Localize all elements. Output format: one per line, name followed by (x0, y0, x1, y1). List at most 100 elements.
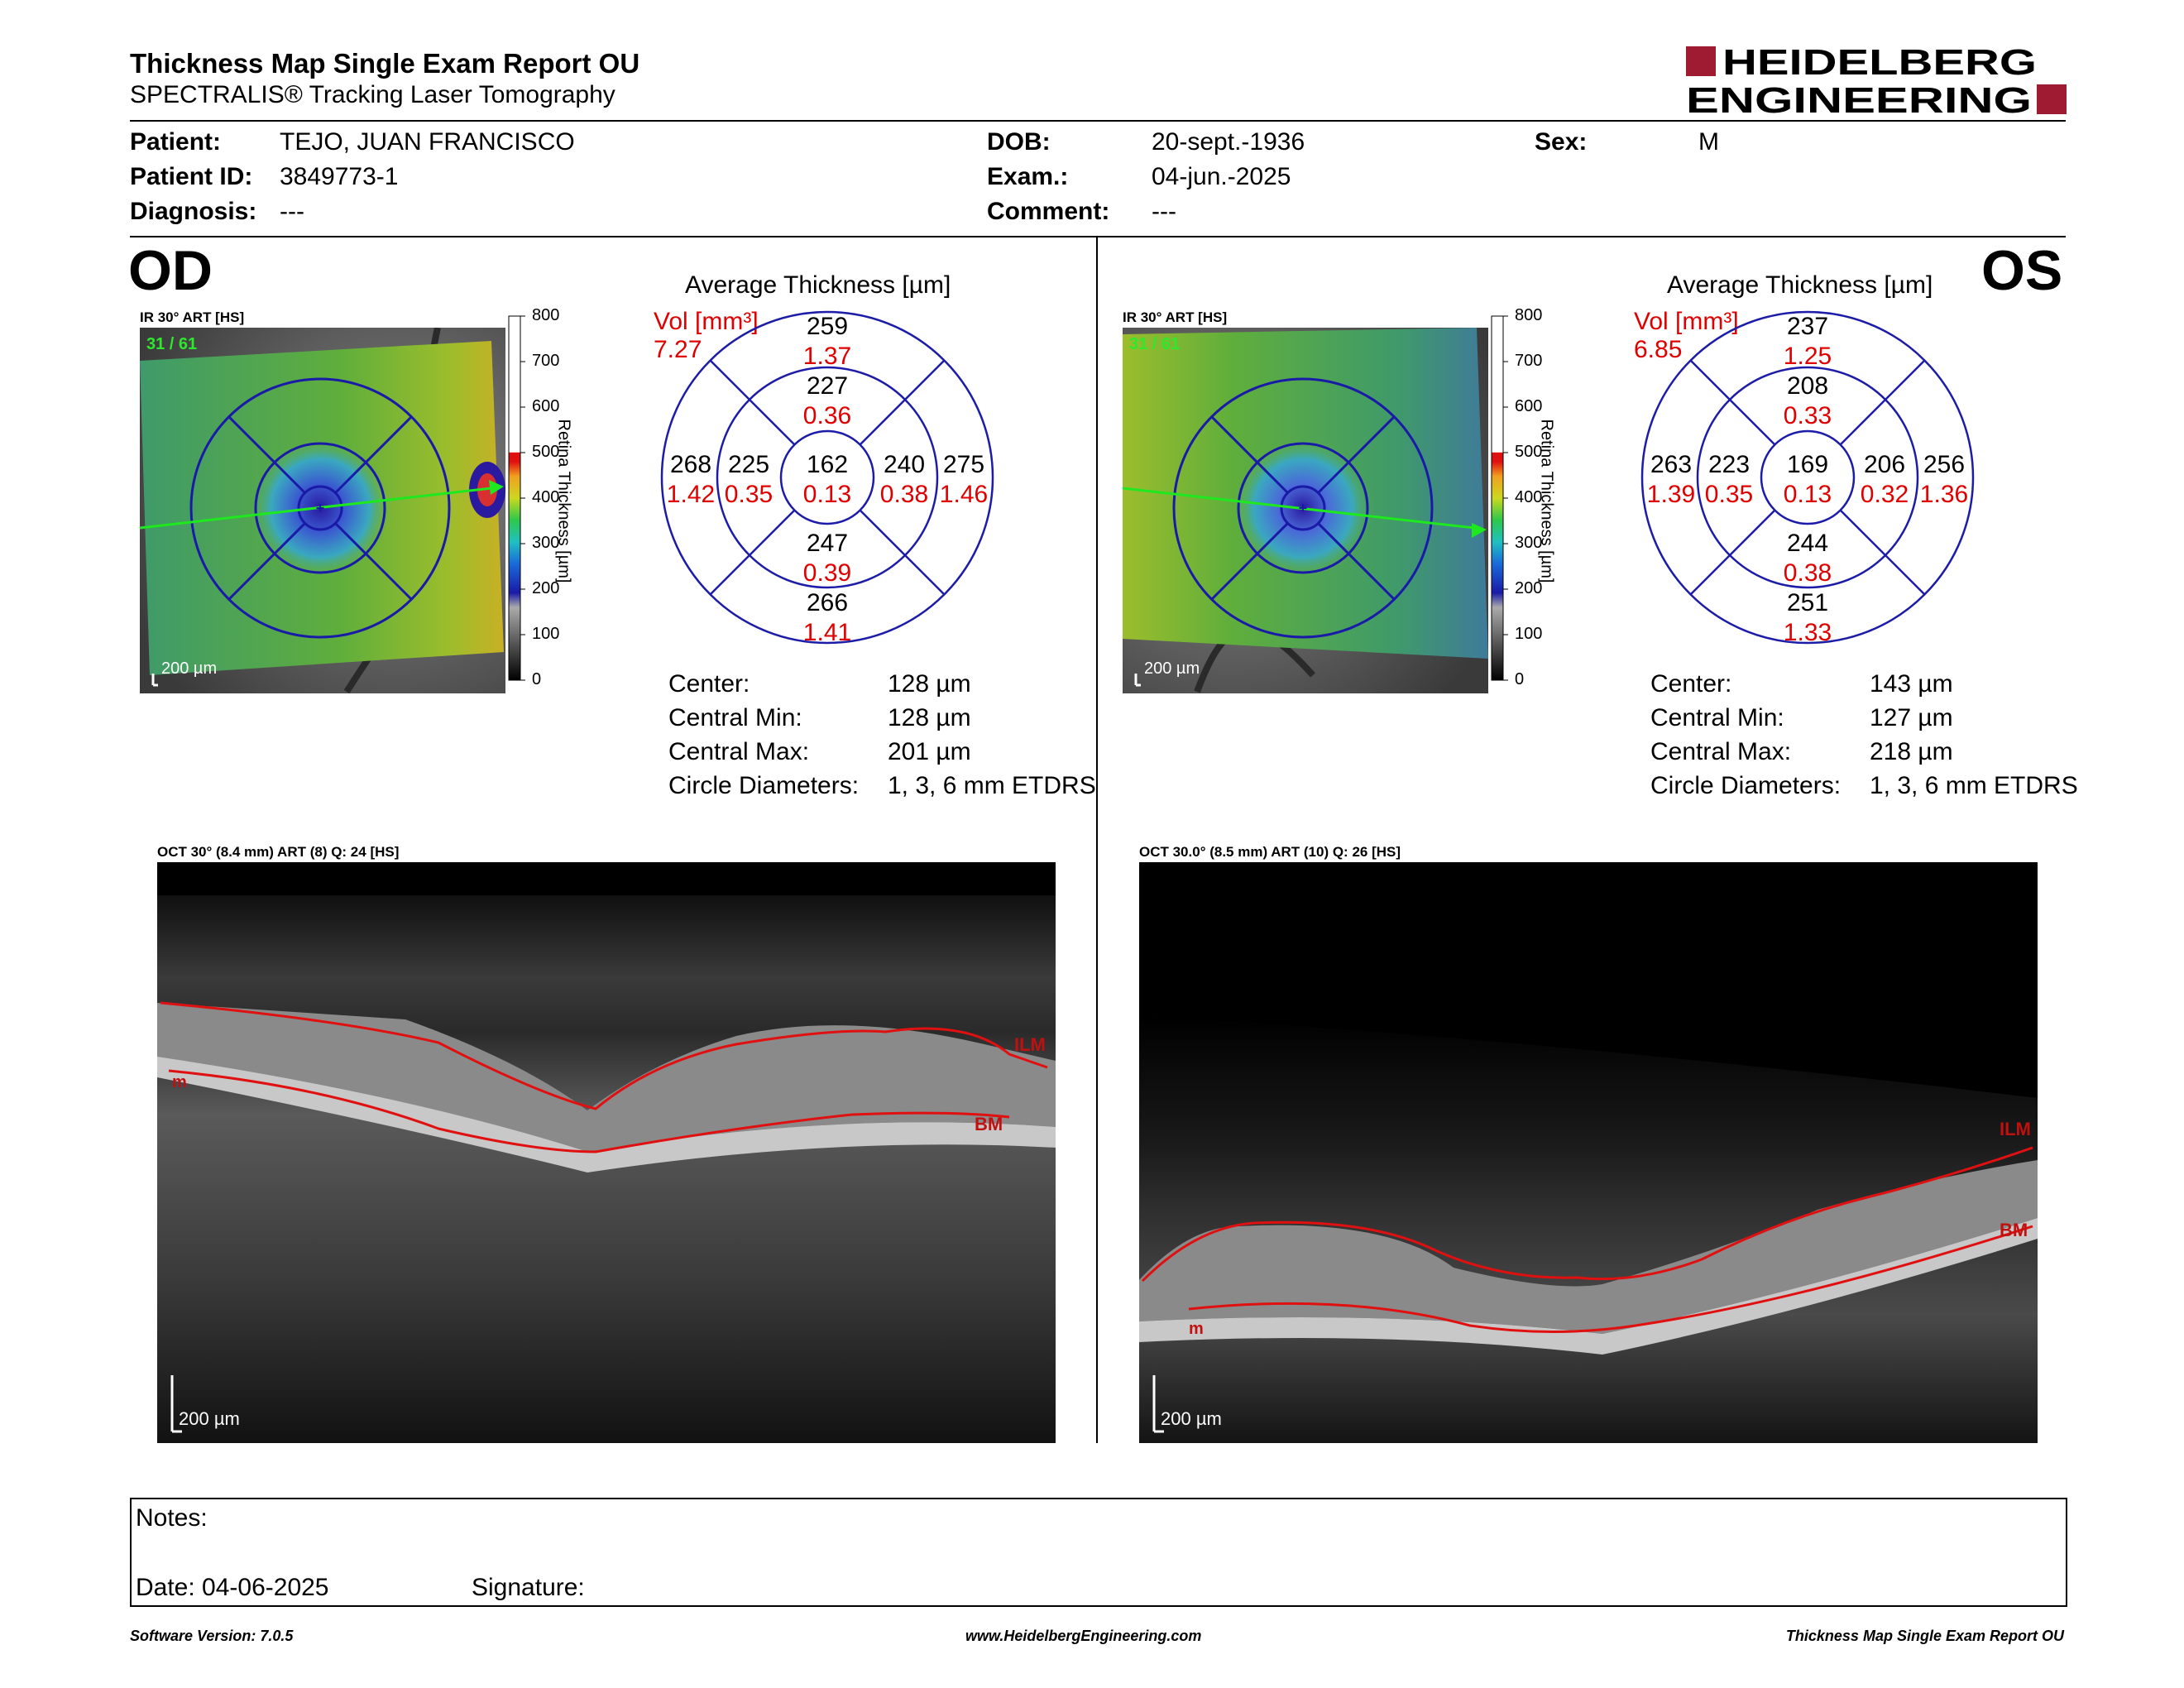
patient-id-value: 3849773-1 (280, 163, 399, 190)
od-inner-temp-vol: 0.35 (724, 481, 774, 508)
od-stat-min-label: Central Min: (668, 704, 802, 731)
od-oct-bscan: ILM BM m 200 µm (157, 862, 1056, 1443)
os-tick-0: 0 (1515, 670, 1525, 688)
os-outer-sup-vol: 1.25 (1783, 343, 1832, 370)
od-avg-title: Average Thickness [µm] (685, 271, 951, 299)
notes-date: Date: 04-06-2025 (136, 1574, 329, 1601)
comment-value: --- (1152, 198, 1176, 225)
os-outer-nas-thk: 256 (1923, 451, 1966, 478)
od-oct-ilm: ILM (1014, 1034, 1046, 1055)
od-outer-nas-vol: 1.46 (939, 481, 989, 508)
svg-text:+: + (1299, 500, 1308, 516)
dob-label: DOB: (987, 128, 1051, 156)
os-inner-sup-vol: 0.33 (1783, 402, 1832, 429)
os-tick-800: 800 (1515, 306, 1543, 324)
os-map-scale: 200 µm (1144, 659, 1200, 678)
os-center-thk: 169 (1786, 451, 1829, 478)
od-stat-min-value: 128 µm (888, 704, 971, 731)
os-inner-sup-thk: 208 (1786, 372, 1829, 400)
os-outer-inf-vol: 1.33 (1783, 619, 1832, 646)
header-rule (130, 120, 2066, 122)
os-colorbar-title: Retina Thickness [µm] (1537, 419, 1556, 583)
od-tick-0: 0 (532, 670, 542, 688)
od-ir-label: IR 30° ART [HS] (140, 309, 245, 325)
sex-value: M (1698, 128, 1719, 156)
os-inner-inf-vol: 0.38 (1783, 559, 1832, 587)
patient-label: Patient: (130, 128, 222, 156)
os-outer-inf-thk: 251 (1786, 589, 1829, 616)
notes-signature: Signature: (472, 1574, 585, 1601)
os-tick-200: 200 (1515, 579, 1543, 597)
os-inner-nas-thk: 206 (1863, 451, 1906, 478)
od-thickness-map: + 31 / 61 200 µm (139, 327, 505, 694)
os-stat-center-value: 143 µm (1870, 670, 1953, 698)
od-oct-bm: BM (975, 1114, 1003, 1134)
od-stat-diam-value: 1, 3, 6 mm ETDRS (888, 772, 1096, 799)
os-stat-diam-value: 1, 3, 6 mm ETDRS (1870, 772, 2078, 799)
od-outer-inf-thk: 266 (806, 589, 849, 616)
logo-line2: ENGINEERING (1686, 80, 2032, 117)
report-title: Thickness Map Single Exam Report OU (130, 48, 640, 79)
od-tick-200: 200 (532, 579, 560, 597)
od-inner-inf-thk: 247 (806, 530, 849, 557)
heidelberg-logo: HEIDELBERG ENGINEERING (1686, 42, 2067, 121)
od-stat-max-label: Central Max: (668, 738, 810, 765)
comment-label: Comment: (987, 198, 1110, 225)
patient-value: TEJO, JUAN FRANCISCO (280, 128, 575, 156)
os-inner-temp-vol: 0.35 (1704, 481, 1754, 508)
od-tick-100: 100 (532, 625, 560, 643)
os-inner-inf-thk: 244 (1786, 530, 1829, 557)
od-stat-center-label: Center: (668, 670, 750, 698)
dob-value: 20-sept.-1936 (1152, 128, 1305, 156)
os-tick-600: 600 (1515, 397, 1543, 415)
od-colorbar-title: Retina Thickness [µm] (554, 419, 573, 583)
os-outer-nas-vol: 1.36 (1919, 481, 1969, 508)
os-center-vol: 0.13 (1783, 481, 1832, 508)
os-tick-100: 100 (1515, 625, 1543, 643)
patient-id-label: Patient ID: (130, 163, 253, 190)
od-tick-700: 700 (532, 352, 560, 370)
od-outer-temp-thk: 268 (669, 451, 712, 478)
os-stat-min-value: 127 µm (1870, 704, 1953, 731)
od-outer-inf-vol: 1.41 (802, 619, 852, 646)
od-vol-label: Vol [mm³] (654, 308, 759, 335)
logo-line1: HEIDELBERG (1722, 43, 2037, 83)
os-vol-value: 6.85 (1634, 336, 1683, 363)
os-inner-nas-vol: 0.32 (1860, 481, 1909, 508)
od-ir-counter: 31 / 61 (146, 335, 197, 353)
os-oct-scale: 200 µm (1161, 1408, 1222, 1429)
os-stat-min-label: Central Min: (1650, 704, 1784, 731)
od-stat-diam-label: Circle Diameters: (668, 772, 860, 799)
od-eye-label: OD (128, 239, 213, 302)
os-stat-diam-label: Circle Diameters: (1650, 772, 1842, 799)
os-stat-max-label: Central Max: (1650, 738, 1792, 765)
od-oct-m: m (172, 1073, 187, 1091)
footer-website[interactable]: www.HeidelbergEngineering.com (965, 1628, 1202, 1644)
od-tick-500: 500 (532, 443, 560, 461)
od-inner-nas-thk: 240 (883, 451, 926, 478)
os-stat-max-value: 218 µm (1870, 738, 1953, 765)
od-outer-sup-thk: 259 (806, 313, 849, 340)
od-outer-nas-thk: 275 (942, 451, 985, 478)
report-subtitle: SPECTRALIS® Tracking Laser Tomography (130, 81, 615, 108)
od-outer-temp-vol: 1.42 (666, 481, 716, 508)
os-eye-label: OS (1981, 239, 2063, 302)
od-oct-label: OCT 30° (8.4 mm) ART (8) Q: 24 [HS] (157, 844, 400, 860)
center-divider (1096, 237, 1098, 1443)
od-outer-sup-vol: 1.37 (802, 343, 852, 370)
od-inner-sup-thk: 227 (806, 372, 849, 400)
os-ir-label: IR 30° ART [HS] (1123, 309, 1228, 325)
os-ir-counter: 31 / 61 (1129, 335, 1180, 353)
os-outer-temp-thk: 263 (1650, 451, 1693, 478)
os-outer-temp-vol: 1.39 (1646, 481, 1696, 508)
notes-box[interactable] (130, 1498, 2067, 1607)
diagnosis-value: --- (280, 198, 304, 225)
os-thickness-map: + 31 / 61 200 µm (1122, 328, 1488, 693)
diagnosis-label: Diagnosis: (130, 198, 257, 225)
od-etdrs-grid (659, 309, 995, 645)
exam-label: Exam.: (987, 163, 1069, 190)
os-outer-sup-thk: 237 (1786, 313, 1829, 340)
od-oct-scale: 200 µm (179, 1408, 240, 1429)
od-center-vol: 0.13 (802, 481, 852, 508)
od-center-thk: 162 (806, 451, 849, 478)
